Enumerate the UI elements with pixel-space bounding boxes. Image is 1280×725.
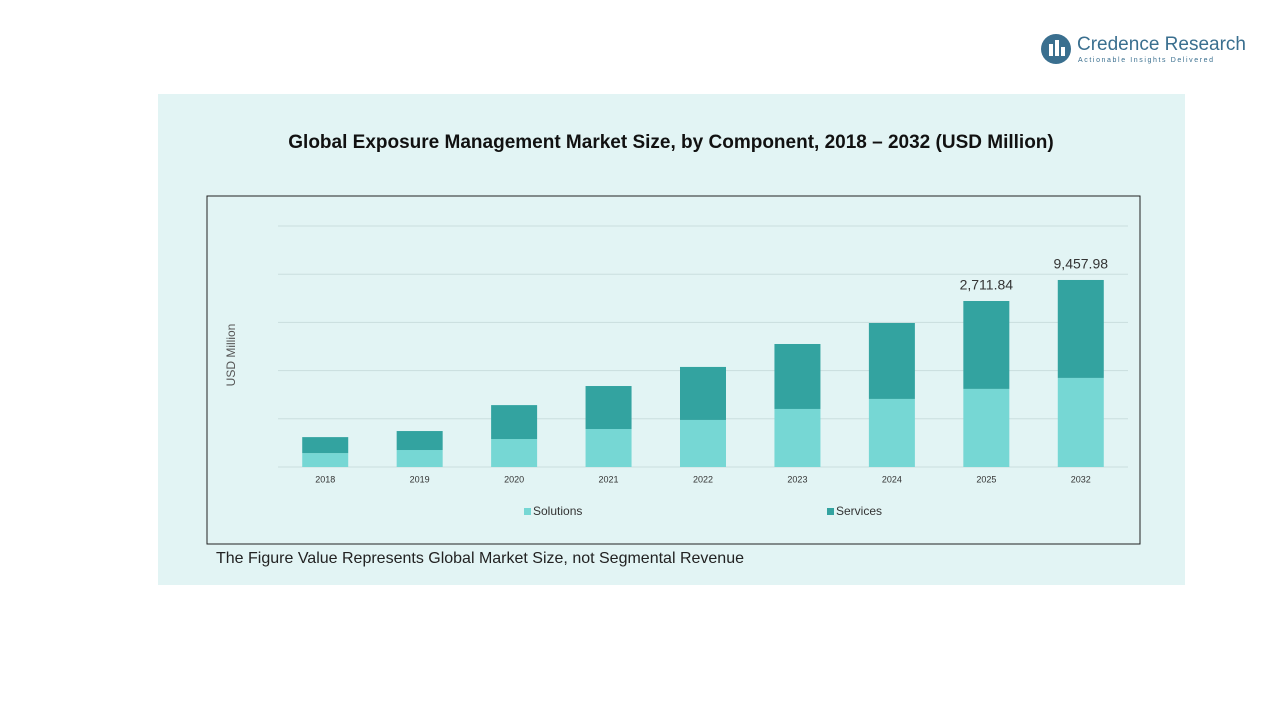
bar-segment (774, 408, 821, 467)
logo-icon (1061, 47, 1065, 56)
x-tick-label: 2023 (787, 474, 807, 484)
bar-segment (680, 366, 726, 420)
legend-label: Services (836, 504, 882, 518)
x-tick-label: 2021 (599, 474, 619, 484)
logo-icon (1049, 44, 1053, 56)
total-label: 9,457.98 (1054, 256, 1109, 272)
x-tick-label: 2022 (693, 474, 713, 484)
brand-name: Credence Research (1077, 34, 1246, 55)
x-tick-label: 2019 (410, 474, 430, 484)
bar-segment (585, 429, 632, 467)
legend-label: Solutions (533, 504, 582, 518)
bar-segment (963, 388, 1010, 467)
plot-frame (206, 195, 1141, 545)
bar-segment (963, 300, 1010, 389)
logo-icon (1055, 40, 1059, 56)
bar-segment (868, 398, 915, 467)
bar-segment (868, 322, 915, 399)
panel (158, 94, 1185, 585)
legend-swatch (524, 508, 531, 515)
bar-segment (396, 431, 443, 451)
total-label: 2,711.84 (960, 277, 1014, 293)
logo: Credence Research Actionable Insights De… (1041, 34, 1246, 64)
bar-segment (302, 437, 349, 454)
bar-segment (491, 439, 538, 467)
bar-segment (491, 405, 538, 440)
chart-title: Global Exposure Management Market Size, … (288, 132, 1053, 153)
bar-segment (1057, 279, 1104, 378)
footnote: The Figure Value Represents Global Marke… (216, 550, 744, 567)
bar-segment (302, 453, 349, 467)
bar-segment (585, 386, 632, 430)
x-tick-label: 2032 (1071, 474, 1091, 484)
x-tick-label: 2024 (882, 474, 902, 484)
bar-segment (1057, 377, 1104, 467)
x-tick-label: 2020 (504, 474, 524, 484)
bar-segment (680, 419, 726, 467)
bar-segment (396, 450, 443, 467)
x-tick-label: 2018 (315, 474, 335, 484)
brand-tagline: Actionable Insights Delivered (1078, 57, 1215, 64)
y-axis-label: USD Million (224, 324, 238, 387)
x-tick-label: 2025 (976, 474, 996, 484)
legend-swatch (827, 508, 834, 515)
bar-segment (774, 343, 821, 409)
